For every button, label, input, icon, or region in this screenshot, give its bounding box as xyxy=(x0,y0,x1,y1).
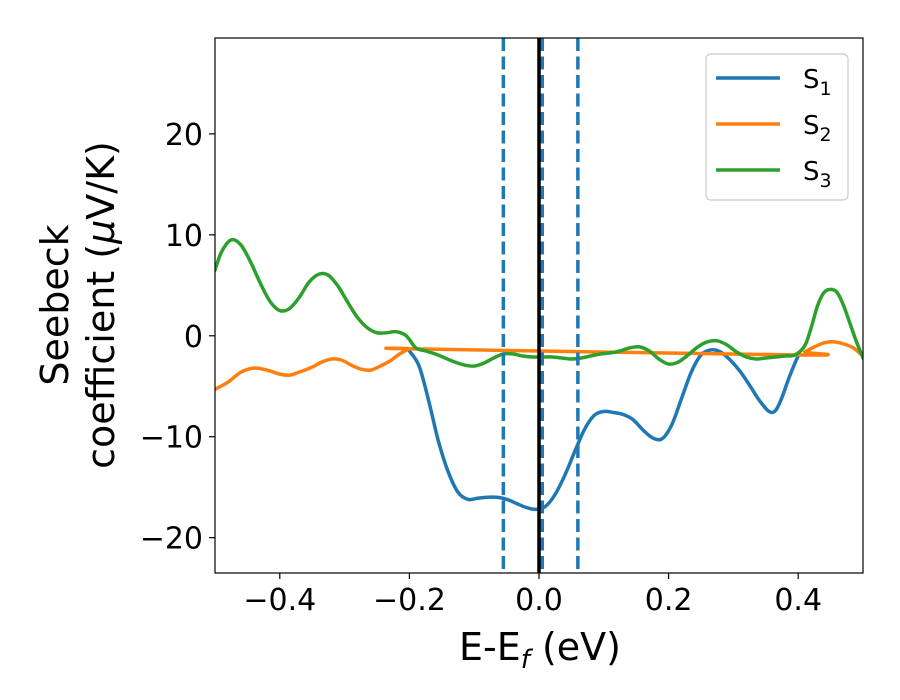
legend-label-name: S xyxy=(803,111,820,141)
reference-lines xyxy=(501,38,580,573)
series-line-s1 xyxy=(407,348,800,512)
series-lines xyxy=(215,237,863,512)
y-tick-label: 10 xyxy=(165,219,203,254)
plot-frame xyxy=(214,37,864,574)
x-axis-label-unit: (eV) xyxy=(530,625,621,669)
series-line-s2 xyxy=(215,340,863,392)
x-tick-label: −0.2 xyxy=(373,583,446,618)
legend-label-subscript: 1 xyxy=(820,78,832,100)
y-axis-label-prefix: coefficient ( xyxy=(79,244,123,469)
legend-label-s3: S3 xyxy=(803,157,832,192)
y-axis-label-line2: coefficient (μV/K) xyxy=(79,141,123,469)
series-line-s3 xyxy=(215,237,863,368)
x-axis-label-main: E-E xyxy=(459,625,521,669)
y-axis-label-mu: μ xyxy=(79,220,123,245)
legend-label-s2: S2 xyxy=(803,111,832,146)
x-axis-ticks: −0.4 −0.2 0.0 0.2 0.4 xyxy=(243,573,822,618)
y-tick-label: 0 xyxy=(184,320,203,355)
y-axis-label-line1: Seebeck xyxy=(33,224,77,385)
y-axis-label-unit: V/K) xyxy=(79,141,123,220)
y-tick-label: −10 xyxy=(140,421,203,456)
legend-label-name: S xyxy=(803,65,820,95)
x-tick-label: 0.0 xyxy=(515,583,563,618)
y-axis-ticks: −20 −10 0 10 20 xyxy=(140,118,215,557)
legend-label-subscript: 3 xyxy=(820,170,832,192)
x-tick-label: 0.2 xyxy=(645,583,693,618)
x-tick-label: −0.4 xyxy=(243,583,316,618)
x-tick-label: 0.4 xyxy=(774,583,822,618)
legend-label-name: S xyxy=(803,157,820,187)
y-tick-label: 20 xyxy=(165,118,203,153)
x-axis-label: E-Ef (eV) xyxy=(459,625,621,675)
legend-box xyxy=(705,53,849,201)
legend-label-s1: S1 xyxy=(803,65,832,100)
y-tick-label: −20 xyxy=(140,522,203,557)
y-axis-label: Seebeck coefficient (μV/K) xyxy=(33,141,123,469)
legend-label-subscript: 2 xyxy=(820,124,832,146)
